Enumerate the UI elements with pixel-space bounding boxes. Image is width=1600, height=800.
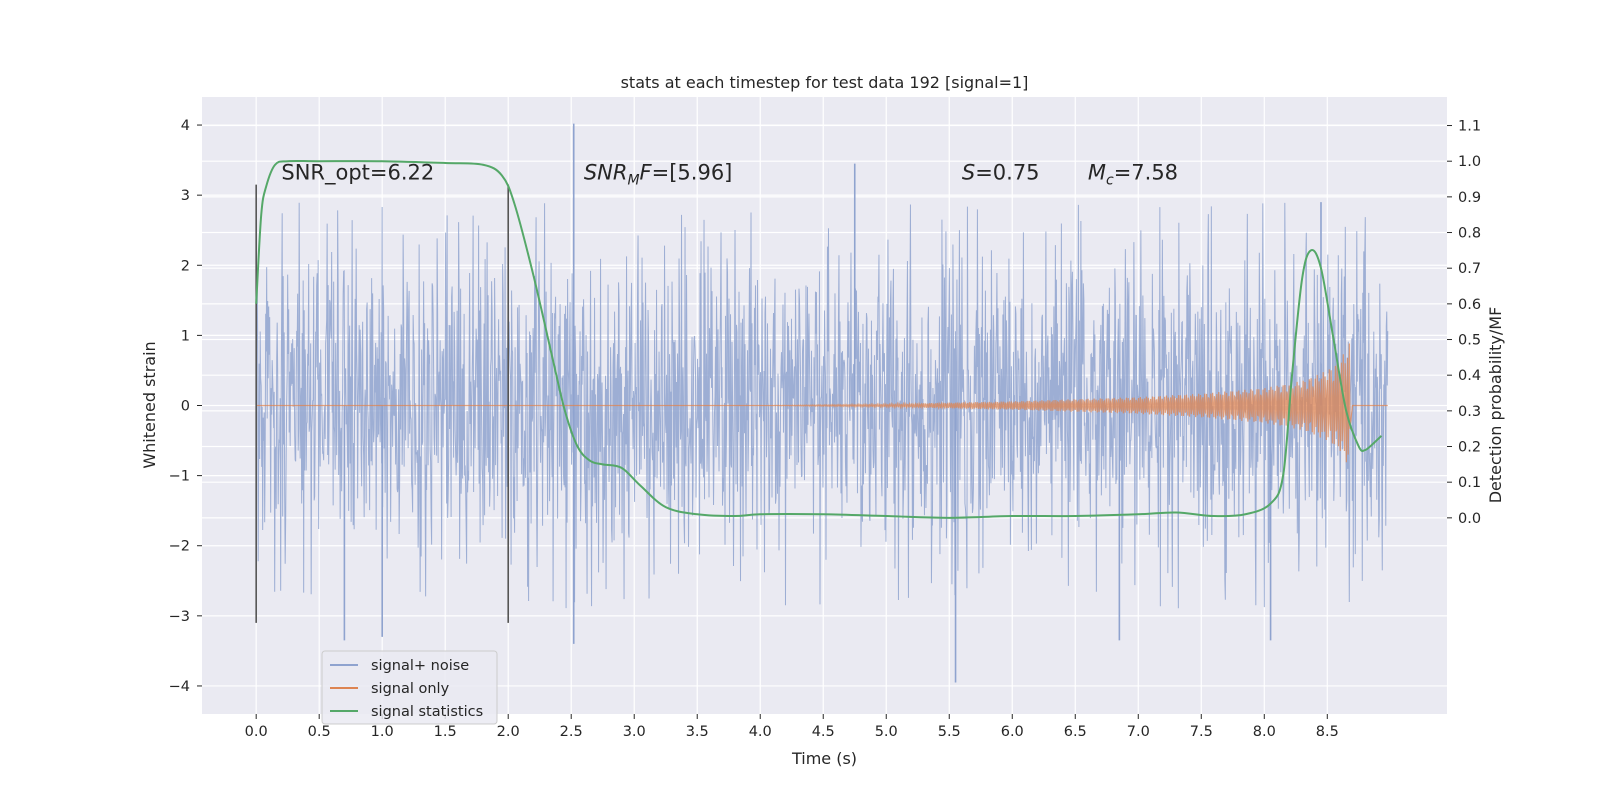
x-tick-label-0-0: 0.0 <box>245 724 268 740</box>
x-tick-label-4-0: 4.0 <box>749 724 772 740</box>
y-tick-label-1: −1 <box>169 469 190 485</box>
x-tick-label-8-5: 8.5 <box>1316 724 1339 740</box>
x-tick-label-8-0: 8.0 <box>1253 724 1276 740</box>
x-tick-label-7-0: 7.0 <box>1127 724 1150 740</box>
y-tick-label-3: −3 <box>169 609 190 625</box>
y2-tick-label-0: 0.0 <box>1458 511 1481 527</box>
legend-box <box>321 650 498 725</box>
y2-tick-label-1: 1.0 <box>1458 154 1481 170</box>
y-tick-label-3: 3 <box>181 188 190 204</box>
x-tick-label-6-0: 6.0 <box>1001 724 1024 740</box>
vertical-markers <box>255 184 510 623</box>
annotation-snr-mf: SNRMF=[5.96] <box>584 161 733 189</box>
y2-tick-label-0-8: 0.8 <box>1458 226 1481 242</box>
signal-statistics-line <box>255 159 1383 519</box>
annotation-s: S=0.75 <box>962 161 1040 185</box>
annotations: SNR_opt=6.22 SNRMF=[5.96] S=0.75 Mc=7.58 <box>281 161 1178 189</box>
y-tick-label-1: 1 <box>181 328 190 344</box>
x-axis-label: Time (s) <box>791 749 857 768</box>
y-tick-label-4: −4 <box>169 679 190 695</box>
x-tick-label-5-0: 5.0 <box>875 724 898 740</box>
y2-axis-ticks: 1.1 1.0 0.9 0.8 0.7 0.6 0.5 0.4 0.3 0.2 0.1 0.0 <box>1447 119 1481 527</box>
y-axis-label: Whitened strain <box>140 341 159 468</box>
signal-only-trace <box>256 343 1388 463</box>
y2-tick-label-0-6: 0.6 <box>1458 297 1481 313</box>
x-tick-label-6-5: 6.5 <box>1064 724 1087 740</box>
x-tick-label-4-5: 4.5 <box>812 724 835 740</box>
y2-tick-label-0-1: 0.1 <box>1458 475 1481 491</box>
y-axis-ticks: 4 3 2 1 0 −1 −2 −3 −4 <box>169 118 202 695</box>
y-tick-label-2: 2 <box>181 258 190 274</box>
x-tick-label-3-5: 3.5 <box>686 724 709 740</box>
annotation-snr-opt: SNR_opt=6.22 <box>281 161 434 186</box>
y2-axis-label: Detection probability/MF <box>1486 307 1505 504</box>
legend-label-signal-noise: signal+ noise <box>371 658 469 674</box>
legend-label-signal-only: signal only <box>371 681 450 697</box>
y-tick-label-0: 0 <box>181 399 190 415</box>
x-tick-label-1-0: 1.0 <box>371 724 394 740</box>
y2-tick-label-1-1: 1.1 <box>1458 119 1481 135</box>
x-tick-label-5-5: 5.5 <box>938 724 961 740</box>
y2-tick-label-0-9: 0.9 <box>1458 190 1481 206</box>
x-tick-label-1-5: 1.5 <box>434 724 457 740</box>
x-tick-label-2-0: 2.0 <box>497 724 520 740</box>
signal-noise-trace <box>255 202 1389 609</box>
y-tick-label-2: −2 <box>169 539 190 555</box>
y2-tick-label-0-4: 0.4 <box>1458 368 1481 384</box>
series-signal-statistics <box>255 159 1383 519</box>
legend-label-signal-statistics: signal statistics <box>371 704 483 720</box>
chart-title: stats at each timestep for test data 192… <box>621 73 1029 92</box>
legend: signal+ noise signal only signal statistic… <box>321 650 498 725</box>
y2-tick-label-0-7: 0.7 <box>1458 261 1481 277</box>
y-tick-label-4: 4 <box>181 118 190 134</box>
y2-tick-label-0-3: 0.3 <box>1458 404 1481 420</box>
y2-tick-label-0-5: 0.5 <box>1458 333 1481 349</box>
annotation-mc: Mc=7.58 <box>1088 161 1178 189</box>
x-axis-ticks: 0.0 0.5 1.0 1.5 2.0 2.5 3.0 3.5 4.0 4.5 5.0 5.5 6.0 6… <box>245 714 1339 740</box>
series-signal-only <box>256 343 1388 463</box>
series-signal-noise <box>255 123 1389 683</box>
x-tick-label-2-5: 2.5 <box>560 724 583 740</box>
x-tick-label-3-0: 3.0 <box>623 724 646 740</box>
x-tick-label-7-5: 7.5 <box>1190 724 1213 740</box>
y2-tick-label-0-2: 0.2 <box>1458 440 1481 456</box>
x-tick-label-0-5: 0.5 <box>308 724 331 740</box>
